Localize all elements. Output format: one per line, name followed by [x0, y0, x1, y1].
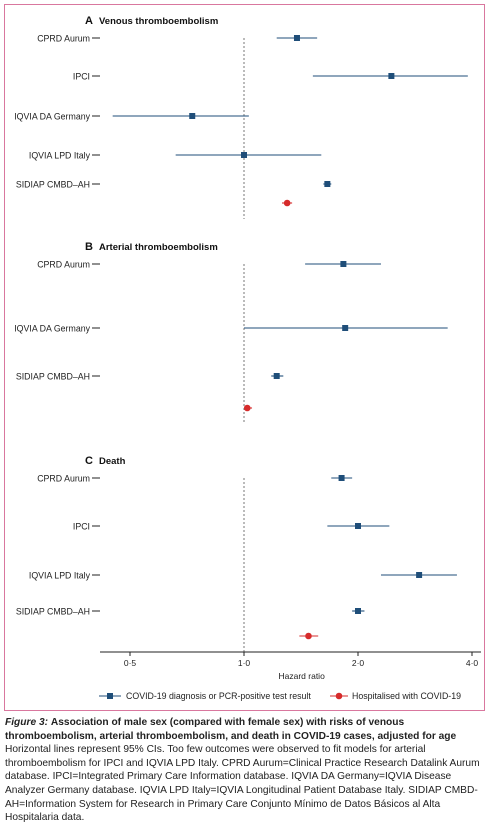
point-covid: [342, 325, 349, 331]
row-label: IQVIA DA Germany: [14, 324, 90, 334]
row-label: CPRD Aurum: [37, 474, 90, 484]
point-covid: [293, 35, 300, 41]
x-tick-label: 4·0: [466, 658, 479, 668]
legend-label-hospitalised: Hospitalised with COVID-19: [352, 691, 461, 701]
panel-title: Arterial thromboembolism: [99, 242, 218, 253]
x-axis-label: Hazard ratio: [279, 671, 326, 681]
row-label: IPCI: [73, 72, 90, 82]
legend-marker-covid: [107, 693, 113, 699]
panel-title: Venous thromboembolism: [99, 16, 218, 27]
point-covid: [355, 608, 361, 614]
x-tick-label: 1·0: [238, 658, 251, 668]
row-label: IQVIA LPD Italy: [29, 151, 91, 161]
x-tick-label: 2·0: [352, 658, 365, 668]
point-covid: [388, 73, 395, 79]
row-label: IPCI: [73, 522, 90, 532]
panel-letter: A: [85, 15, 93, 27]
point-hospitalised: [305, 632, 312, 640]
figure-label: Figure 3:: [5, 717, 49, 728]
point-covid: [340, 261, 347, 267]
caption-heading: Figure 3: Association of male sex (compa…: [5, 716, 487, 743]
row-label: CPRD Aurum: [37, 260, 90, 270]
row-label: CPRD Aurum: [37, 34, 90, 44]
point-covid: [324, 181, 331, 187]
point-covid: [355, 523, 361, 529]
row-label: SIDIAP CMBD–AH: [16, 372, 90, 382]
point-hospitalised: [243, 404, 251, 412]
point-covid: [416, 572, 423, 578]
row-label: SIDIAP CMBD–AH: [16, 180, 90, 190]
panel-title: Death: [99, 456, 126, 467]
row-label: IQVIA LPD Italy: [29, 571, 91, 581]
point-covid: [338, 475, 345, 481]
point-covid: [189, 113, 196, 119]
forest-plot: A Venous thromboembolism CPRD Aurum IPCI IQV…: [14, 15, 481, 701]
point-covid: [241, 152, 247, 158]
x-tick-label: 0·5: [124, 658, 137, 668]
row-label: SIDIAP CMBD–AH: [16, 607, 90, 617]
legend-label-covid: COVID-19 diagnosis or PCR-positive test …: [126, 691, 311, 701]
row-label: IQVIA DA Germany: [14, 112, 90, 122]
figure-caption: Figure 3: Association of male sex (compa…: [5, 716, 487, 825]
caption-body: Horizontal lines represent 95% CIs. Too …: [5, 744, 480, 824]
panel-letter: C: [85, 455, 93, 467]
figure-title: Association of male sex (compared with f…: [5, 717, 457, 742]
legend-marker-hospitalised: [335, 692, 343, 700]
panel-letter: B: [85, 241, 93, 253]
figure-frame: [4, 4, 485, 711]
point-covid: [273, 373, 280, 379]
point-hospitalised: [283, 199, 291, 207]
